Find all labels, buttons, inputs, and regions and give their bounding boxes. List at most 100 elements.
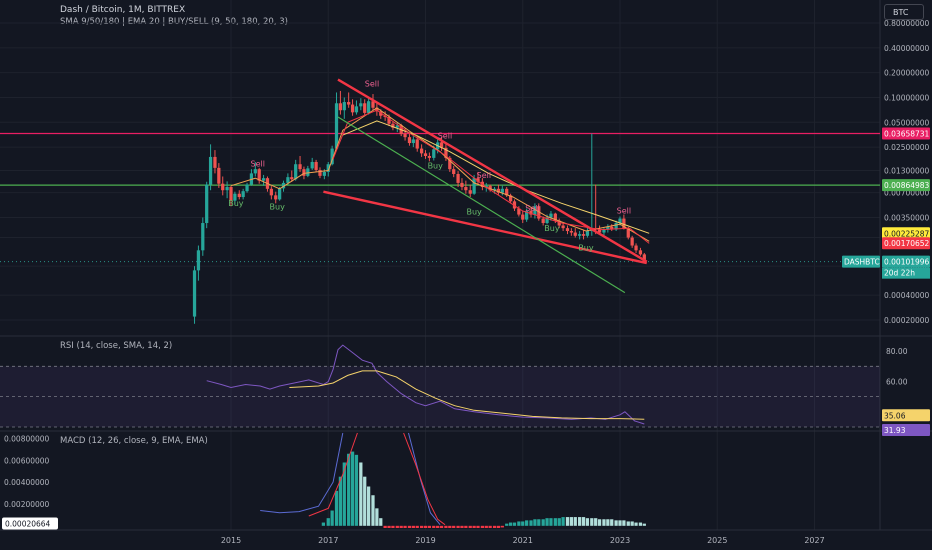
candle-body — [363, 103, 367, 113]
candle-body — [496, 188, 501, 193]
candle-body — [298, 164, 302, 170]
macd-histogram-bar — [581, 517, 586, 526]
macd-label[interactable]: MACD (12, 26, close, 9, EMA, EMA) — [60, 436, 208, 446]
macd-tick-label: 0.00600000 — [4, 456, 50, 465]
macd-histogram-bar — [508, 522, 513, 526]
macd-tick-label: 0.00200000 — [4, 500, 50, 509]
candle-body — [281, 182, 286, 189]
candle-body — [403, 134, 407, 138]
price-tick-label: 0.05000000 — [884, 118, 930, 127]
candle-body — [269, 188, 273, 196]
candle-body — [419, 148, 424, 154]
candle-body — [290, 177, 294, 180]
trendline — [337, 78, 648, 263]
candle-body — [529, 210, 533, 215]
macd-histogram-bar — [452, 525, 456, 528]
macd-line — [408, 432, 441, 526]
macd-histogram-bar — [383, 525, 387, 528]
price-marker-label-bg — [882, 237, 930, 250]
candle-body — [342, 102, 346, 111]
macd-histogram-bar — [415, 525, 419, 528]
candle-body — [597, 229, 602, 233]
macd-histogram-bar — [638, 522, 643, 526]
candle-body — [505, 188, 509, 196]
price-tick-label: 0.00020000 — [884, 316, 930, 325]
candle-body — [439, 142, 444, 148]
sell-signal-label: Sell — [365, 80, 379, 89]
macd-histogram-bar — [500, 525, 504, 528]
candle-body — [549, 213, 553, 218]
price-marker-label: 0.00864983 — [884, 181, 930, 190]
macd-histogram-bar — [468, 525, 472, 528]
macd-histogram-bar — [419, 525, 424, 528]
macd-histogram-bar — [375, 508, 379, 526]
candle-body — [257, 169, 261, 181]
chart-header: Dash / Bitcoin, 1M, BITTREX SMA 9/50/180… — [60, 4, 288, 28]
time-tick-label: 2019 — [415, 536, 435, 545]
currency-button[interactable]: BTC — [884, 4, 924, 20]
countdown-label: 20d 22h — [884, 269, 915, 278]
rsi-label[interactable]: RSI (14, close, SMA, 14, 2) — [60, 341, 173, 351]
candle-body — [192, 270, 197, 317]
macd-histogram-bar — [354, 454, 359, 526]
candle-body — [407, 137, 412, 144]
candle-body — [196, 250, 201, 271]
candle-body — [306, 168, 310, 176]
macd-histogram-bar — [347, 453, 351, 526]
trendline — [337, 116, 626, 294]
sell-signal-label: Sell — [525, 204, 539, 213]
price-tick-label: 0.80000000 — [884, 19, 930, 28]
macd-histogram-bar — [569, 517, 574, 526]
buy-signal-label: Buy — [466, 208, 482, 217]
macd-histogram-bar — [371, 495, 375, 526]
macd-histogram-bar — [456, 525, 460, 528]
candle-body — [561, 225, 565, 229]
candle-body — [359, 103, 363, 107]
time-tick-label: 2015 — [221, 536, 241, 545]
macd-histogram-bar — [460, 525, 464, 528]
macd-histogram-bar — [602, 519, 606, 526]
candle-body — [375, 107, 379, 112]
macd-histogram-bar — [505, 523, 509, 526]
price-tick-label: 0.01300000 — [884, 167, 930, 176]
price-marker-label: 0.03658731 — [884, 129, 930, 138]
candle-body — [310, 161, 314, 169]
macd-histogram-bar — [436, 525, 440, 528]
price-marker-label-bg — [882, 179, 930, 192]
candle-body — [460, 182, 464, 188]
candle-body — [452, 169, 456, 174]
price-tick-label: 0.00040000 — [884, 291, 930, 300]
price-marker-label-bg — [882, 227, 930, 240]
candle-body — [330, 148, 334, 165]
price-tick-label: 0.10000000 — [884, 93, 930, 102]
macd-histogram-bar — [521, 521, 525, 526]
macd-histogram-bar — [432, 525, 436, 528]
candle-body — [245, 184, 249, 192]
candle-body — [553, 213, 557, 221]
price-marker-label: 0.00225287 — [884, 229, 930, 238]
time-tick-label: 2017 — [318, 536, 338, 545]
current-price-label-bg — [882, 255, 930, 268]
candle-body — [314, 161, 318, 170]
macd-histogram-bar — [525, 520, 529, 526]
macd-histogram-bar — [553, 518, 557, 526]
buy-signal-label: Buy — [270, 202, 286, 211]
candle-body — [387, 116, 391, 124]
indicator-list[interactable]: SMA 9/50/180 | EMA 20 | BUY/SELL (9, 50,… — [60, 17, 288, 27]
sell-signal-label: Sell — [617, 207, 631, 216]
candle-body — [581, 234, 586, 236]
price-tick-label: 0.40000000 — [884, 44, 930, 53]
candle-body — [500, 188, 504, 193]
sma-slow-line — [342, 120, 650, 234]
current-price-label: 0.00101996 — [884, 258, 930, 267]
candle-body — [261, 178, 266, 181]
candle-body — [468, 190, 472, 194]
macd-histogram-bar — [541, 519, 545, 526]
candle-body — [201, 223, 205, 251]
macd-histogram-bar — [391, 525, 395, 528]
candle-body — [602, 229, 606, 233]
candle-body — [415, 139, 419, 149]
symbol-title[interactable]: Dash / Bitcoin, 1M, BITTREX — [60, 5, 186, 15]
candle-body — [229, 187, 233, 201]
